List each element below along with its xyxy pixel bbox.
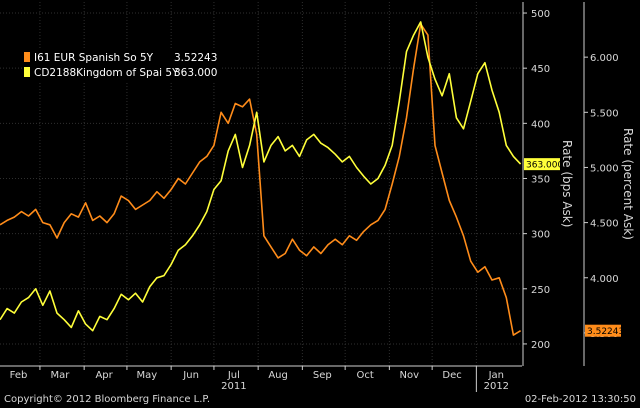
last-value-label-1: 3.52243 (587, 327, 624, 337)
x-tick-label: Oct (356, 370, 373, 381)
inner-axis-title: Rate (bps Ask) (560, 140, 574, 227)
x-tick-label: Apr (95, 370, 113, 381)
outer-y-tick-label: 5.000 (590, 163, 619, 174)
inner-y-tick-label: 250 (531, 285, 550, 296)
legend-value-series1: 3.52243 (174, 52, 217, 64)
x-year-label: 2011 (221, 381, 246, 392)
x-tick-label: Nov (400, 370, 420, 381)
legend-label-series1: I61 EUR Spanish So 5Y (34, 52, 154, 64)
series-line-1 (0, 23, 522, 336)
outer-y-tick-label: 4.500 (590, 219, 619, 230)
footer-timestamp: 02-Feb-2012 13:30:50 (525, 394, 636, 405)
legend: I61 EUR Spanish So 5Y 3.52243 CD2188King… (22, 48, 222, 82)
footer-copyright: Copyright© 2012 Bloomberg Finance L.P. (4, 394, 210, 405)
inner-y-tick-label: 500 (531, 9, 550, 20)
x-year-label: 2012 (484, 381, 509, 392)
legend-background (22, 48, 222, 82)
x-tick-label: Feb (10, 370, 28, 381)
x-tick-label: Jan (488, 370, 504, 381)
x-tick-label: Jun (182, 370, 199, 381)
axis-layer: 500 450 400 350 300 250 200 6.000 5.500 5.000 4.50… (0, 2, 624, 392)
inner-y-tick-label: 300 (531, 230, 550, 241)
inner-y-tick-label: 200 (531, 340, 550, 351)
inner-y-tick-label: 350 (531, 174, 550, 185)
legend-value-series2: 363.000 (174, 67, 217, 79)
outer-y-tick-label: 5.500 (590, 108, 619, 119)
x-tick-label: Aug (268, 370, 288, 381)
inner-y-tick-label: 450 (531, 64, 550, 75)
x-tick-label: Sep (313, 370, 332, 381)
outer-y-tick-label: 4.000 (590, 274, 619, 285)
legend-swatch-series2 (24, 67, 30, 77)
outer-y-tick-label: 6.000 (590, 53, 619, 64)
series-line-2 (0, 21, 522, 332)
legend-swatch-series1 (24, 52, 30, 62)
x-tick-label: Dec (442, 370, 461, 381)
last-value-badge-1 (585, 324, 621, 337)
x-tick-label: May (137, 370, 158, 381)
outer-axis-title: Rate (percent Ask) (621, 128, 635, 240)
last-value-badge-2 (524, 158, 560, 171)
x-tick-label: Mar (50, 370, 70, 381)
last-value-label-2: 363.000 (526, 161, 563, 171)
legend-label-series2: CD2188Kingdom of Spai 5Y (34, 67, 179, 79)
inner-y-tick-label: 400 (531, 119, 550, 130)
series-layer (0, 21, 522, 336)
x-tick-label: Jul (227, 370, 240, 381)
